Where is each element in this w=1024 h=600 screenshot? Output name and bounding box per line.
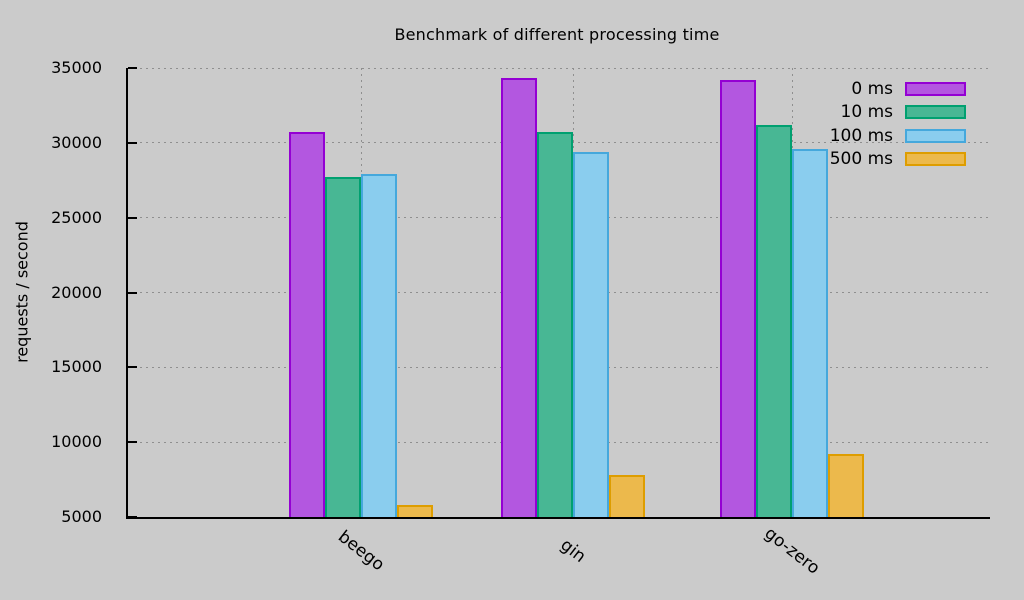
legend-swatch-icon (905, 82, 966, 96)
y-tick-mark (128, 67, 137, 69)
legend-swatch-icon (905, 105, 966, 120)
y-tick-label: 5000 (61, 507, 102, 526)
y-gridline (128, 67, 990, 69)
bar-gin-100-ms (573, 151, 609, 517)
y-tick-label: 20000 (51, 282, 102, 302)
bar-go-zero-500-ms (828, 454, 864, 517)
legend-label: 100 ms (829, 125, 893, 146)
y-tick-label: 35000 (51, 58, 102, 77)
chart-title: Benchmark of different processing time (394, 25, 720, 44)
y-tick-label: 15000 (51, 357, 102, 377)
y-tick-mark (128, 141, 137, 144)
bar-go-zero-100-ms (792, 148, 828, 517)
bar-gin-500-ms (609, 475, 645, 517)
legend-label: 0 ms (851, 79, 893, 99)
bar-go-zero-0-ms (720, 79, 756, 517)
bar-beego-10-ms (325, 177, 361, 517)
bar-gin-0-ms (501, 78, 537, 517)
y-tick-label: 25000 (51, 207, 102, 227)
bar-beego-0-ms (289, 132, 325, 517)
y-tick-mark (128, 441, 137, 444)
bar-beego-100-ms (361, 174, 397, 517)
y-tick-label: 10000 (51, 432, 102, 452)
plot-area: 5000 10000 15000 20000 25000 30000 35000 beego g… (51, 58, 990, 579)
y-tick-mark (128, 516, 137, 518)
bar-go-zero-10-ms (756, 124, 792, 517)
legend-label: 500 ms (829, 148, 893, 169)
legend-item: 10 ms (841, 101, 966, 123)
legend-swatch-icon (905, 151, 966, 166)
y-tick-mark (128, 216, 137, 219)
y-tick-mark (128, 366, 137, 369)
legend-item: 500 ms (830, 148, 966, 170)
bar-gin-10-ms (537, 132, 573, 517)
legend-swatch-icon (905, 128, 966, 143)
y-tick-label: 30000 (51, 132, 102, 152)
legend-label: 10 ms (840, 102, 893, 123)
bar-beego-500-ms (397, 505, 433, 517)
y-tick-mark (128, 291, 137, 294)
legend-item: 0 ms (851, 78, 966, 100)
legend-item: 100 ms (830, 125, 966, 147)
